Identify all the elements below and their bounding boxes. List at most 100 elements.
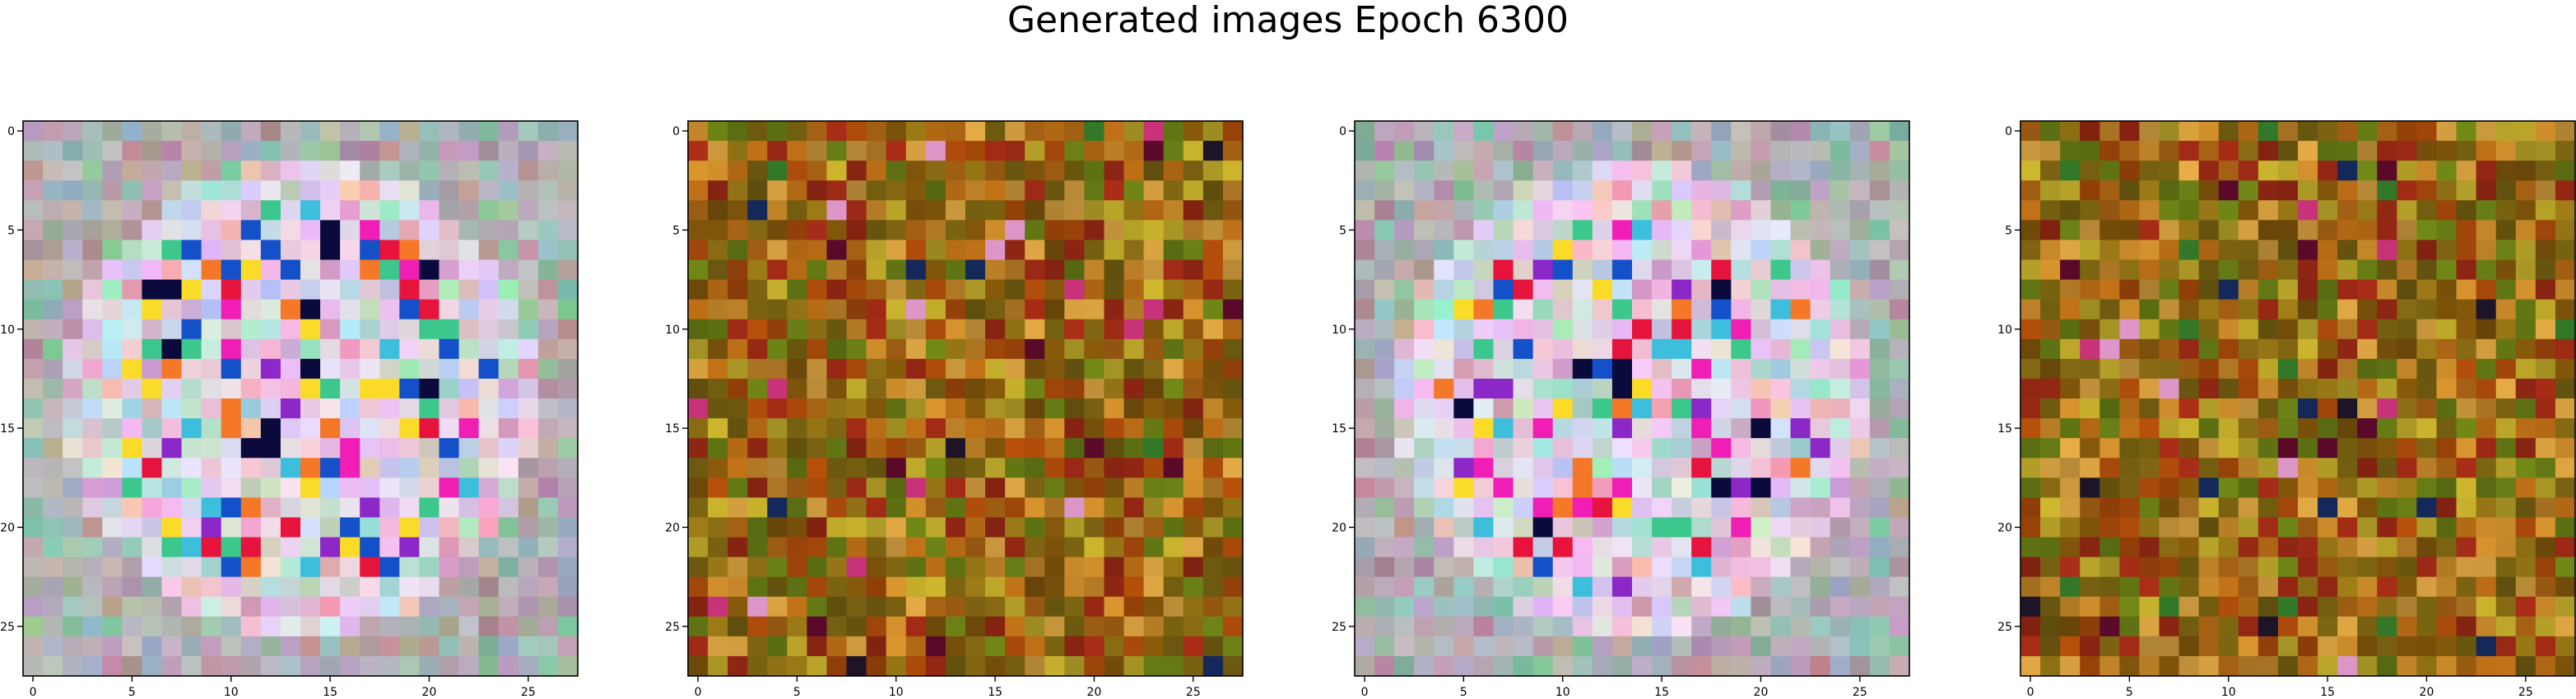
pixel — [2377, 398, 2397, 419]
pixel — [1374, 655, 1395, 677]
pixel — [1163, 161, 1184, 181]
pixel — [2060, 537, 2081, 558]
pixel — [439, 557, 460, 578]
pixel — [320, 517, 341, 538]
pixel — [1830, 418, 1851, 439]
pixel — [419, 478, 440, 498]
pixel — [846, 576, 867, 598]
pixel — [965, 358, 986, 380]
pixel — [1123, 378, 1145, 399]
pixel — [1084, 358, 1105, 380]
pixel — [537, 299, 559, 320]
pixel — [439, 478, 460, 498]
pixel — [2099, 517, 2120, 538]
pixel — [201, 259, 222, 281]
pixel — [419, 616, 440, 637]
pixel — [1889, 398, 1910, 419]
pixel — [2377, 616, 2397, 637]
pixel — [1770, 319, 1792, 340]
pixel — [1453, 576, 1475, 598]
pixel — [1202, 596, 1224, 617]
pixel — [2257, 517, 2279, 538]
pixel — [1222, 358, 1244, 380]
pixel — [787, 517, 808, 538]
pixel — [767, 161, 788, 181]
pixel — [1064, 279, 1086, 301]
pixel — [2298, 161, 2318, 181]
pixel — [2257, 458, 2279, 478]
pixel — [905, 180, 927, 201]
pixel — [1414, 636, 1434, 657]
pixel — [1592, 478, 1613, 498]
pixel — [925, 220, 946, 241]
pixel — [886, 517, 907, 538]
pixel — [439, 655, 460, 677]
pixel — [2298, 200, 2318, 221]
pixel — [280, 636, 301, 657]
pixel — [2139, 161, 2160, 181]
pixel — [557, 557, 579, 578]
pixel — [1044, 418, 1065, 439]
pixel — [1691, 478, 1712, 498]
pixel — [478, 240, 500, 261]
pixel — [43, 596, 63, 617]
pixel — [1143, 576, 1165, 598]
pixel — [1652, 458, 1672, 478]
pixel — [688, 576, 709, 598]
pixel — [1084, 319, 1105, 340]
pixel — [1652, 259, 1672, 281]
pixel — [1453, 378, 1475, 399]
pixel — [1532, 378, 1554, 399]
pixel — [2238, 517, 2259, 538]
pixel — [925, 497, 946, 519]
pixel — [1123, 636, 1145, 657]
pixel — [728, 557, 748, 578]
pixel — [320, 200, 341, 221]
pixel — [1711, 557, 1732, 578]
pixel — [419, 121, 440, 142]
pixel — [498, 259, 519, 281]
pixel — [419, 418, 440, 439]
pixel — [2159, 557, 2180, 578]
pixel — [728, 141, 748, 161]
pixel — [1711, 161, 1732, 181]
pixel — [2159, 180, 2180, 201]
pixel — [1222, 596, 1244, 617]
pixel — [2555, 438, 2576, 459]
pixel — [1453, 279, 1475, 301]
x-tick-label: 15 — [1654, 686, 1669, 696]
pixel — [2040, 338, 2061, 360]
pixel — [965, 121, 986, 142]
pixel — [767, 537, 788, 558]
pixel — [498, 378, 519, 399]
pixel — [1632, 478, 1653, 498]
pixel — [82, 438, 103, 459]
pixel — [2337, 458, 2358, 478]
pixel — [1163, 596, 1184, 617]
pixel — [866, 616, 887, 637]
pixel — [2099, 636, 2120, 657]
pixel — [1830, 200, 1851, 221]
pixel — [2119, 458, 2141, 478]
pixel — [1202, 220, 1224, 241]
pixel — [747, 636, 768, 657]
pixel — [985, 438, 1006, 459]
pixel — [1202, 655, 1224, 677]
pixel — [1513, 636, 1534, 657]
x-tick-label: 10 — [224, 686, 239, 696]
pixel — [557, 398, 579, 419]
pixel — [498, 655, 519, 677]
pixel — [807, 576, 828, 598]
pixel — [1711, 200, 1732, 221]
pixel — [2555, 121, 2576, 142]
pixel — [2397, 616, 2418, 637]
pixel — [82, 220, 103, 241]
pixel — [201, 319, 222, 340]
pixel — [1790, 517, 1811, 538]
pixel — [1222, 576, 1244, 598]
pixel — [2357, 655, 2378, 677]
pixel — [122, 299, 143, 320]
pixel — [2298, 259, 2318, 281]
pixel — [1810, 655, 1831, 677]
pixel — [23, 161, 44, 181]
